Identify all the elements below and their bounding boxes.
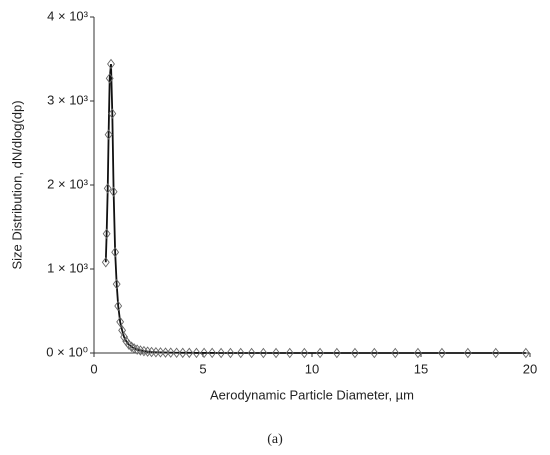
data-point (107, 58, 115, 70)
data-point (247, 347, 256, 359)
data-point (316, 347, 325, 359)
data-point (217, 347, 226, 359)
y-axis-title: Size Distribution, dN/dlog(dp) (9, 100, 24, 269)
data-point (200, 347, 209, 359)
data-point (226, 347, 235, 359)
caption: (a) (267, 432, 283, 447)
y-tick-label: 0 × 10⁰ (46, 344, 88, 359)
data-point (521, 347, 530, 359)
data-point (259, 347, 268, 359)
data-point (166, 347, 175, 358)
data-point (112, 278, 121, 290)
x-tick-label: 5 (199, 361, 206, 376)
y-tick-label: 4 × 10³ (47, 8, 89, 23)
data-point (156, 347, 165, 358)
data-point (108, 108, 117, 119)
data-point (272, 347, 280, 359)
data-point (351, 347, 359, 359)
data-point (437, 347, 446, 359)
x-tick-label: 10 (305, 361, 319, 376)
data-point (185, 347, 194, 359)
data-point (111, 246, 120, 258)
y-tick-label: 3 × 10³ (47, 92, 89, 107)
data-point (391, 347, 400, 359)
data-point (463, 347, 472, 359)
data-point (370, 347, 379, 359)
data-point (414, 347, 422, 359)
data-point (161, 347, 170, 358)
data-point (105, 73, 114, 84)
data-point (332, 347, 341, 359)
data-point (127, 341, 136, 352)
x-tick-label: 20 (523, 361, 537, 376)
y-tick-label: 1 × 10³ (47, 260, 89, 275)
x-tick-label: 0 (90, 361, 97, 376)
data-point (116, 316, 125, 328)
data-point (102, 228, 111, 239)
data-point (285, 347, 294, 359)
data-point (172, 347, 181, 358)
data-point (114, 300, 123, 312)
data-line (104, 63, 526, 354)
x-axis-title: Aerodynamic Particle Diameter, µm (210, 387, 414, 402)
data-point (101, 257, 110, 268)
data-point (109, 186, 118, 197)
data-point (178, 347, 187, 359)
data-point (120, 331, 129, 343)
data-point (491, 347, 500, 359)
data-point (236, 347, 245, 359)
x-tick-label: 15 (414, 361, 428, 376)
data-point (103, 183, 112, 194)
data-point (104, 129, 113, 140)
y-tick-label: 2 × 10³ (47, 176, 89, 191)
data-point (133, 344, 142, 355)
data-point (192, 347, 201, 359)
data-point (300, 347, 309, 359)
data-point (208, 347, 217, 359)
